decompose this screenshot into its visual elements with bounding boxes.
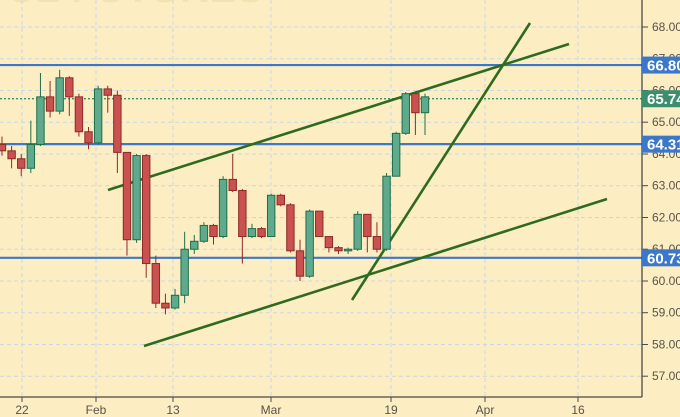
svg-text:65.00: 65.00 (652, 115, 680, 129)
svg-text:Feb: Feb (86, 403, 107, 417)
svg-text:60.00: 60.00 (652, 274, 680, 288)
svg-text:16: 16 (571, 403, 585, 417)
svg-text:63.00: 63.00 (652, 179, 680, 193)
svg-text:62.00: 62.00 (652, 211, 680, 225)
svg-text:68.00: 68.00 (652, 20, 680, 34)
svg-text:CL FUTURES: CL FUTURES (6, 0, 264, 11)
svg-text:19: 19 (384, 403, 398, 417)
svg-text:58.00: 58.00 (652, 338, 680, 352)
svg-text:64.31: 64.31 (647, 137, 680, 154)
svg-text:13: 13 (166, 403, 180, 417)
svg-text:60.73: 60.73 (647, 250, 680, 267)
svg-text:Apr: Apr (476, 403, 495, 417)
svg-text:66.80: 66.80 (647, 58, 680, 75)
svg-text:Mar: Mar (261, 403, 282, 417)
svg-text:22: 22 (15, 403, 29, 417)
svg-text:59.00: 59.00 (652, 306, 680, 320)
svg-text:65.74: 65.74 (647, 91, 680, 108)
svg-text:57.00: 57.00 (652, 369, 680, 383)
